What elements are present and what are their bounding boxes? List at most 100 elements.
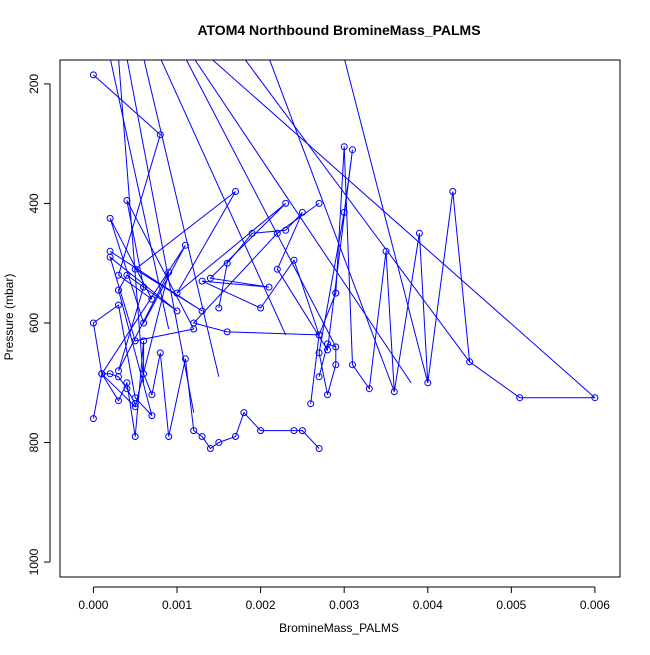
data-point [248, 229, 256, 237]
data-point [315, 349, 323, 357]
data-point [89, 71, 97, 79]
data-point [340, 208, 348, 216]
data-point [131, 265, 139, 273]
data-point [223, 328, 231, 336]
series-stub-line [211, 60, 596, 399]
y-tick-label: 400 [27, 193, 41, 213]
data-point [257, 427, 265, 435]
data-point [89, 319, 97, 327]
data-point [123, 197, 131, 204]
data-point [298, 427, 306, 435]
data-point [290, 256, 298, 264]
data-point [198, 433, 206, 440]
data-point [165, 433, 173, 440]
data-point [131, 337, 139, 345]
data-point [190, 319, 198, 327]
x-tick-label: 0.005 [496, 598, 526, 612]
series-stub-line [160, 60, 287, 336]
data-point [390, 388, 398, 396]
data-point [140, 370, 148, 378]
y-tick-label: 1000 [27, 548, 41, 575]
data-point [115, 397, 122, 405]
series-line [92, 340, 320, 450]
data-point [265, 283, 273, 291]
data-point [232, 433, 239, 440]
data-point [115, 271, 122, 279]
data-point [206, 274, 214, 282]
data-point [148, 295, 156, 303]
data-point [449, 188, 457, 195]
y-axis-label: Pressure (mbar) [2, 274, 16, 361]
y-tick-label: 800 [27, 432, 41, 452]
data-point [190, 427, 198, 435]
data-point [382, 247, 390, 255]
data-point [273, 265, 281, 273]
data-point [415, 229, 423, 237]
data-point [223, 259, 231, 267]
data-point [156, 131, 164, 139]
data-point [115, 373, 122, 381]
data-point [123, 271, 131, 279]
data-point [173, 289, 181, 297]
data-point [156, 349, 164, 357]
data-point [123, 379, 131, 387]
data-point [424, 379, 432, 387]
x-tick-label: 0.002 [246, 598, 276, 612]
data-point [106, 214, 114, 222]
data-point [181, 355, 189, 363]
series-stub-line [185, 60, 337, 348]
series-line [92, 74, 195, 416]
data-point [140, 319, 148, 327]
data-point [273, 229, 281, 237]
data-point [307, 400, 315, 408]
data-point [516, 394, 524, 402]
data-point [148, 391, 156, 399]
data-point [198, 307, 206, 315]
data-point [332, 361, 340, 369]
x-tick-label: 0.003 [329, 598, 359, 612]
series-line [109, 191, 320, 336]
axes-layer: 0.000 0.001 0.002 0.003 0.004 0.005 0.006 200 40… [27, 59, 621, 612]
data-point [140, 283, 148, 291]
series-stub-line [244, 60, 470, 363]
series-stub-line [143, 60, 220, 377]
chart-title: ATOM4 Northbound BromineMass_PALMS [197, 22, 480, 38]
data-point [89, 415, 97, 423]
x-tick-label: 0.004 [413, 598, 443, 612]
data-point [315, 445, 323, 452]
data-point [148, 412, 156, 420]
data-point [290, 427, 298, 435]
x-tick-label: 0.000 [78, 598, 108, 612]
x-tick-label: 0.006 [580, 598, 610, 612]
data-point [332, 343, 340, 351]
data-point [349, 146, 356, 154]
series-line [218, 149, 353, 395]
data-point [198, 277, 206, 285]
data-point [165, 268, 173, 276]
y-tick-label: 200 [27, 74, 41, 94]
data-point [131, 433, 139, 440]
data-point [282, 226, 290, 234]
x-tick-label: 0.001 [162, 598, 192, 612]
data-point [466, 358, 474, 366]
data-point [106, 370, 114, 378]
data-point [340, 143, 348, 151]
data-point [298, 208, 306, 216]
data-point [315, 373, 323, 381]
data-point [98, 370, 106, 378]
data-point [349, 361, 356, 369]
series-stub-line [344, 60, 429, 383]
data-point [315, 199, 323, 207]
data-point [240, 409, 248, 417]
data-point [332, 289, 340, 297]
data-point [173, 307, 181, 315]
y-tick-label: 600 [27, 313, 41, 333]
data-point [324, 391, 331, 399]
data-point [257, 304, 265, 312]
data-point [232, 188, 239, 195]
data-point [365, 385, 373, 393]
data-point [115, 301, 122, 309]
